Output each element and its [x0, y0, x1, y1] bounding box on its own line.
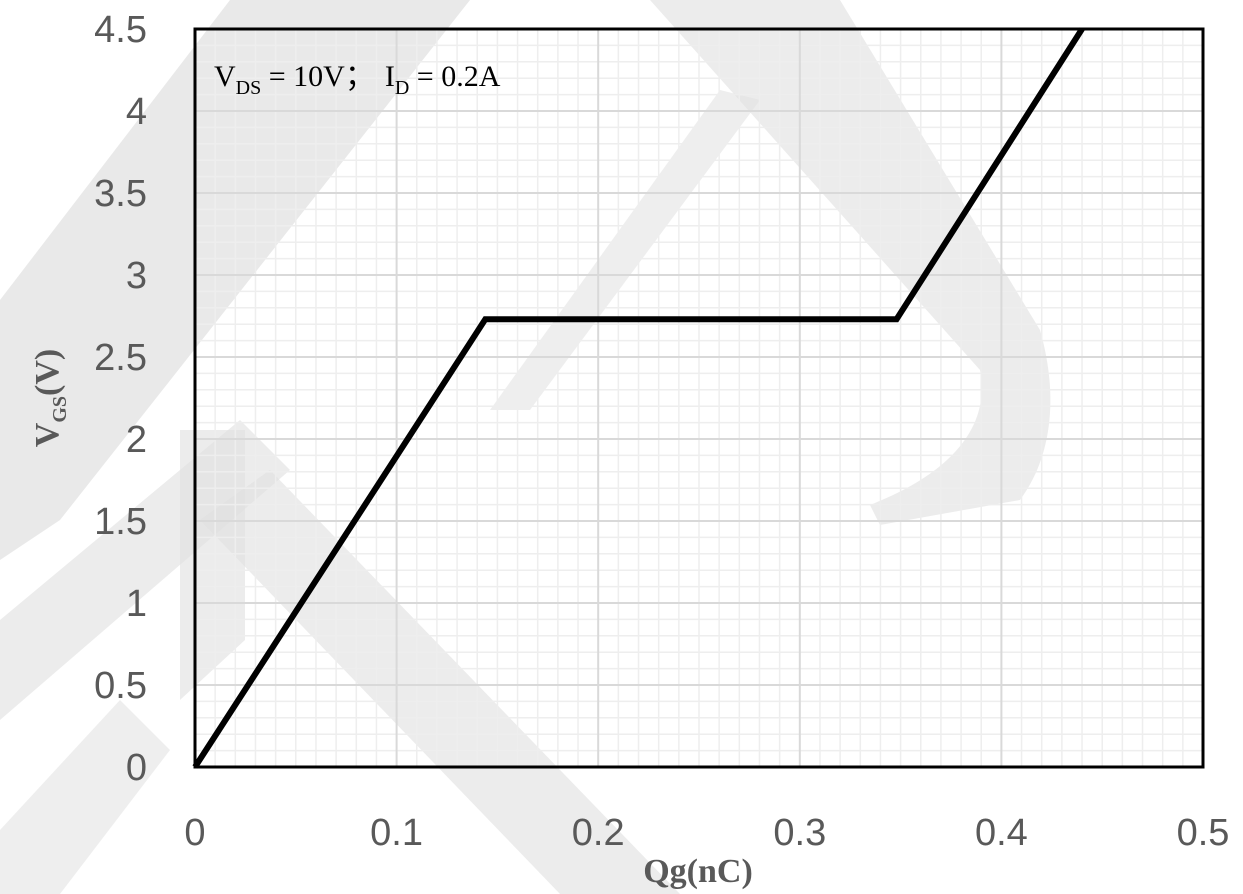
y-tick-label: 3.5 — [94, 173, 147, 215]
plot-frame — [193, 27, 1205, 769]
x-tick-label: 0.4 — [975, 812, 1028, 854]
vgs-curve — [192, 27, 1085, 769]
y-tick-label: 4 — [126, 91, 147, 133]
x-tick-label: 0 — [184, 812, 205, 854]
x-tick-label: 0.3 — [773, 812, 826, 854]
y-tick-label: 1.5 — [94, 501, 147, 543]
x-tick-label: 0.5 — [1177, 812, 1230, 854]
x-tick-label: 0.2 — [572, 812, 625, 854]
y-tick-label: 1 — [126, 583, 147, 625]
y-tick-label: 0 — [126, 747, 147, 789]
y-tick-label: 2.5 — [94, 337, 147, 379]
y-tick-label: 0.5 — [94, 665, 147, 707]
test-condition-annotation: VDS = 10V； ID = 0.2A — [214, 60, 501, 99]
x-tick-label: 0.1 — [370, 812, 423, 854]
x-tick-labels: 0 0.1 0.2 0.3 0.4 0.5 — [184, 812, 1229, 854]
y-tick-label: 3 — [126, 255, 147, 297]
y-tick-label: 4.5 — [94, 9, 147, 51]
x-axis-title: Qg(nC) — [643, 853, 753, 890]
y-tick-labels: 0 0.5 1 1.5 2 2.5 3 3.5 4 4.5 — [94, 9, 147, 789]
y-axis-title: VGS(V) — [29, 349, 71, 447]
minor-gridlines — [195, 29, 1203, 767]
y-tick-label: 2 — [126, 419, 147, 461]
watermark-logo — [0, 0, 1051, 894]
